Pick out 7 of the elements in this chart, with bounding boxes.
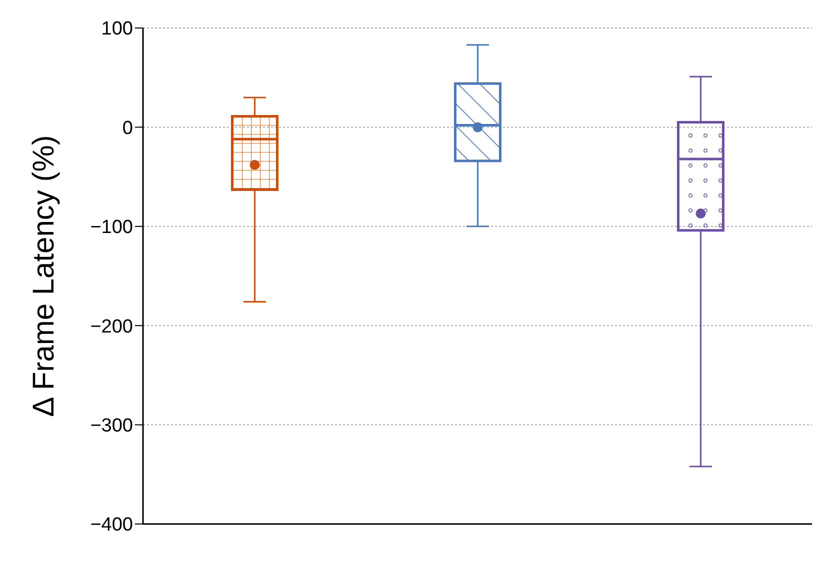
y-tick-label: 100 xyxy=(101,18,133,40)
y-axis-title: Δ Frame Latency (%) xyxy=(28,135,61,417)
y-tick-label: −200 xyxy=(90,316,133,338)
y-tick-label: 0 xyxy=(122,118,133,139)
y-tick-label: −100 xyxy=(90,217,133,238)
y-tick-label: −400 xyxy=(90,514,133,536)
y-tick-label: −300 xyxy=(90,416,133,437)
